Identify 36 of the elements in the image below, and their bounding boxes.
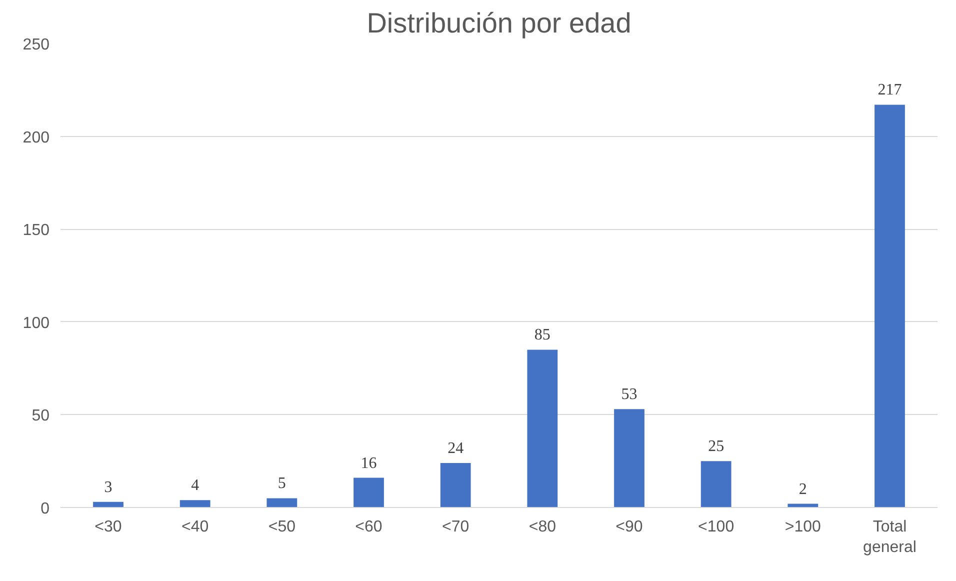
x-tick-label: >100 <box>784 518 822 536</box>
data-label: 16 <box>360 454 377 472</box>
data-label: 25 <box>708 438 724 456</box>
x-tick-label: <100 <box>698 518 734 536</box>
data-label: 53 <box>621 386 638 404</box>
data-label: 24 <box>448 440 464 457</box>
y-tick-label: 0 <box>40 500 50 518</box>
bar <box>180 500 210 508</box>
data-label: 3 <box>104 478 112 496</box>
data-label: 2 <box>798 480 807 498</box>
bar <box>440 462 471 508</box>
y-tick-label: 100 <box>22 314 50 332</box>
x-tick-label: <80 <box>528 518 556 536</box>
data-label: 4 <box>191 477 200 494</box>
chart-title: Distribución por edad <box>366 8 632 38</box>
y-tick-label: 150 <box>22 222 50 240</box>
data-label: 5 <box>278 475 286 492</box>
y-tick-label: 50 <box>32 408 50 425</box>
bar <box>527 350 558 508</box>
bar <box>354 478 384 508</box>
x-tick-label: <70 <box>442 518 470 536</box>
data-label: 85 <box>534 326 550 344</box>
x-tick-label: <90 <box>616 518 643 536</box>
x-tick-label: Total general <box>863 518 916 556</box>
data-label: 217 <box>878 82 902 99</box>
bar <box>614 409 644 508</box>
bar <box>266 498 298 508</box>
x-tick-label: <30 <box>94 518 122 536</box>
bar <box>874 104 905 508</box>
x-tick-label: <60 <box>355 518 382 536</box>
y-tick-label: 250 <box>22 36 50 54</box>
y-tick-label: 200 <box>22 129 50 146</box>
bar <box>700 461 732 508</box>
bar <box>93 502 124 508</box>
x-tick-label: <50 <box>268 518 296 536</box>
x-tick-label: <40 <box>182 518 209 536</box>
